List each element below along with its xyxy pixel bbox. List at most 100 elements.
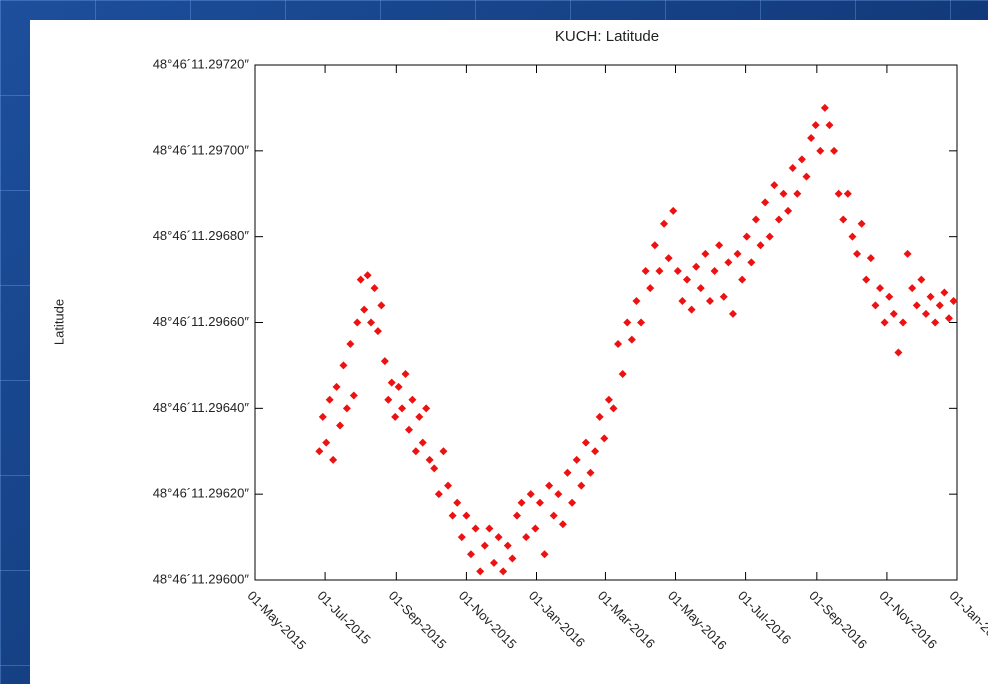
point — [531, 524, 540, 533]
point — [540, 550, 549, 559]
point — [384, 395, 393, 404]
x-tick-label: 01-May-2015 — [244, 588, 309, 653]
x-tick-label: 01-Jul-2015 — [315, 588, 374, 647]
y-tick-label: 48°46´11.29680″ — [153, 228, 250, 243]
point — [404, 425, 413, 434]
point — [623, 318, 632, 327]
point — [329, 455, 338, 464]
y-axis-label: Latitude — [51, 299, 66, 345]
point — [742, 232, 751, 241]
point — [949, 297, 958, 306]
point — [558, 520, 567, 529]
point — [889, 309, 898, 318]
point — [411, 447, 420, 456]
point — [600, 434, 609, 443]
point — [811, 121, 820, 130]
point — [457, 533, 466, 542]
point — [673, 267, 682, 275]
point — [784, 206, 793, 215]
point — [522, 533, 531, 542]
point — [434, 490, 443, 499]
point — [591, 447, 600, 456]
point — [687, 305, 696, 314]
point — [761, 198, 770, 207]
point — [581, 438, 590, 447]
point — [609, 404, 618, 413]
point — [719, 292, 728, 301]
point — [637, 318, 646, 327]
point — [940, 288, 949, 297]
point — [678, 297, 687, 306]
x-tick-label: 01-Sep-2016 — [806, 588, 870, 652]
point — [425, 455, 434, 464]
point — [485, 524, 494, 533]
point — [430, 464, 439, 473]
point — [765, 232, 774, 241]
point — [332, 382, 341, 391]
point — [756, 241, 765, 250]
point — [908, 284, 917, 293]
point — [692, 262, 701, 271]
point — [917, 275, 926, 284]
point — [476, 567, 485, 576]
point — [816, 146, 825, 155]
point — [471, 524, 480, 533]
point — [830, 146, 839, 155]
point — [807, 133, 816, 142]
point — [545, 481, 554, 490]
point — [563, 468, 572, 477]
point — [926, 292, 935, 301]
point — [391, 412, 400, 421]
point — [535, 498, 544, 507]
x-tick-label: 01-Sep-2015 — [386, 588, 450, 652]
point — [363, 271, 372, 280]
point — [549, 511, 558, 520]
point — [349, 391, 358, 400]
point — [422, 404, 431, 413]
point — [517, 498, 526, 507]
point — [604, 395, 613, 404]
point — [568, 498, 577, 507]
point — [336, 421, 345, 430]
point — [853, 249, 862, 258]
point — [774, 215, 783, 224]
point — [394, 382, 403, 391]
point — [857, 219, 866, 228]
point — [377, 301, 386, 310]
x-tick-label: 01-May-2016 — [665, 588, 730, 653]
point — [646, 284, 655, 293]
x-tick-label: 01-Jan-2017 — [946, 588, 988, 650]
point — [554, 490, 563, 499]
point — [788, 164, 797, 172]
point — [931, 318, 940, 327]
x-tick-label: 01-Jan-2016 — [526, 588, 588, 650]
point — [650, 241, 659, 250]
point — [367, 318, 376, 327]
y-tick-label: 48°46´11.29700″ — [153, 142, 250, 157]
point — [415, 412, 424, 421]
point — [738, 275, 747, 284]
point — [683, 275, 691, 284]
point — [899, 318, 907, 327]
point — [839, 215, 848, 224]
x-tick-label: 01-Jul-2016 — [735, 588, 794, 647]
point — [418, 438, 427, 447]
point — [912, 301, 921, 310]
point — [480, 541, 489, 550]
point — [820, 103, 829, 112]
point — [669, 206, 678, 215]
point — [526, 490, 535, 499]
point — [489, 558, 498, 567]
point — [512, 511, 521, 520]
point — [733, 249, 742, 258]
point — [503, 541, 512, 550]
x-tick-label: 01-Nov-2015 — [456, 588, 520, 652]
point — [871, 301, 880, 310]
point — [618, 370, 627, 378]
point — [595, 412, 604, 421]
point — [655, 267, 664, 275]
y-tick-label: 48°46´11.29640″ — [153, 400, 250, 415]
point — [401, 370, 410, 378]
point — [944, 314, 953, 323]
